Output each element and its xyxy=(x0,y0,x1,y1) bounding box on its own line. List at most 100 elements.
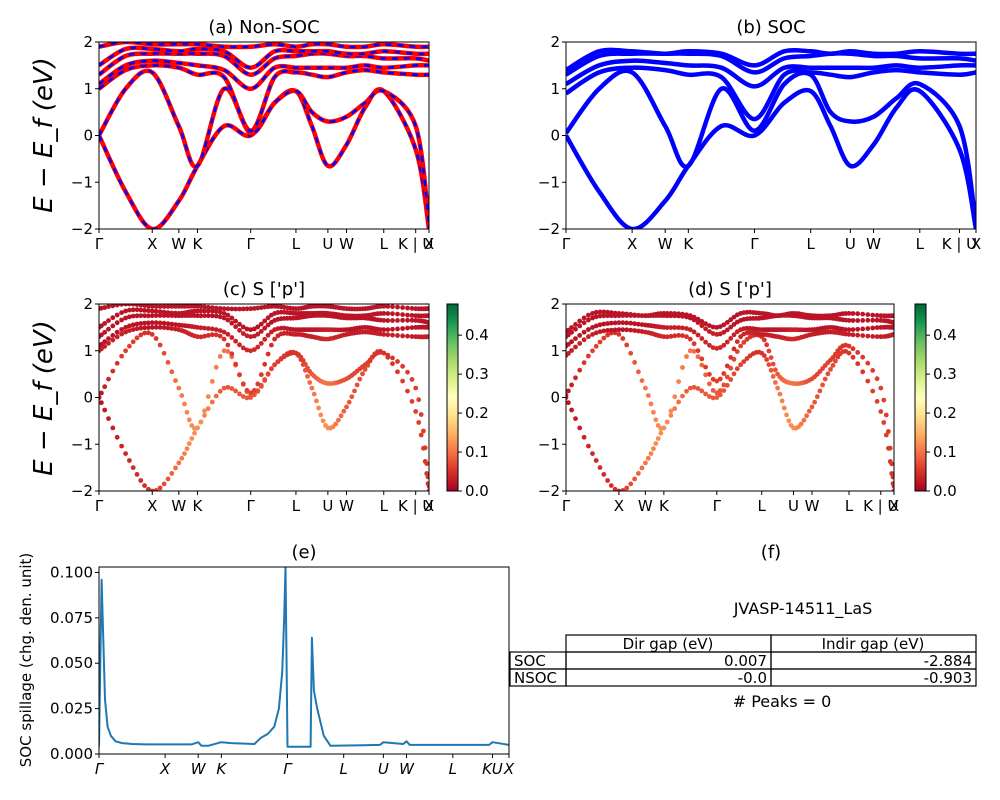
point-c-0-99 xyxy=(416,420,422,425)
xtick-label-b-9: K | U xyxy=(942,235,977,253)
point-d-0-18 xyxy=(632,476,637,482)
table-row-soc-dir-gap: 0.007 xyxy=(724,652,767,670)
xtick-label-d-8: L xyxy=(845,497,854,515)
point-c-3-37 xyxy=(229,335,235,340)
point-d-4-42 xyxy=(714,332,720,337)
point-d-0-13 xyxy=(612,486,618,491)
point-d-2-92 xyxy=(850,332,856,338)
point-c-3-29 xyxy=(198,325,204,331)
point-d-5-95 xyxy=(865,312,871,317)
band-soc-5 xyxy=(566,47,976,73)
point-c-4-30 xyxy=(202,313,207,319)
point-d-3-95 xyxy=(865,326,871,331)
point-d-1-30 xyxy=(668,408,674,414)
point-d-2-29 xyxy=(664,334,670,340)
point-c-0-97 xyxy=(409,399,415,404)
point-c-1-98 xyxy=(413,385,419,391)
point-c-0-19 xyxy=(169,471,175,476)
point-c-2-48 xyxy=(269,342,274,348)
point-d-3-5 xyxy=(581,329,587,335)
point-d-0-32 xyxy=(676,399,681,405)
point-c-5-94 xyxy=(395,311,400,317)
point-c-5-91 xyxy=(381,311,387,316)
point-d-1-15 xyxy=(620,336,626,341)
point-c-3-19 xyxy=(169,321,175,327)
point-c-3-2 xyxy=(102,339,108,345)
point-d-4-8 xyxy=(593,314,599,320)
point-c-5-28 xyxy=(195,308,200,314)
point-c-1-23 xyxy=(182,401,187,407)
point-c-3-92 xyxy=(385,327,391,332)
point-c-0-22 xyxy=(179,455,185,461)
xtick-label-e-7: W xyxy=(399,760,415,778)
point-c-4-35 xyxy=(221,315,227,321)
ylabel-top: E − E_f (eV) xyxy=(29,57,59,213)
point-d-0-21 xyxy=(643,460,648,466)
point-d-2-3 xyxy=(573,344,578,350)
point-c-6-7 xyxy=(123,304,128,307)
point-c-6-43 xyxy=(251,306,257,311)
point-d-3-41 xyxy=(710,345,716,350)
point-c-1-28 xyxy=(195,425,200,431)
point-d-1-5 xyxy=(581,360,587,366)
point-c-1-2 xyxy=(102,384,108,390)
ytick-label-d-1: −1 xyxy=(538,435,560,453)
point-d-0-51 xyxy=(744,356,750,361)
xtick-label-c-10: X xyxy=(424,497,434,515)
point-c-5-97 xyxy=(409,313,415,318)
point-c-3-31 xyxy=(205,326,211,331)
xtick-label-b-8: L xyxy=(916,235,925,253)
point-d-5-11 xyxy=(605,309,610,315)
point-d-5-18 xyxy=(632,312,637,318)
xtick-label-b-2: W xyxy=(658,235,673,253)
point-c-5-34 xyxy=(217,309,223,315)
point-d-1-0 xyxy=(566,392,569,398)
point-c-1-19 xyxy=(169,369,175,375)
point-d-3-29 xyxy=(664,325,670,330)
ytick-label-d-3: 1 xyxy=(550,342,560,360)
point-d-1-2 xyxy=(569,382,574,388)
point-d-0-77 xyxy=(809,404,815,410)
point-d-4-45 xyxy=(724,327,730,333)
axes-frame-e xyxy=(98,566,510,755)
point-c-1-22 xyxy=(179,393,185,398)
point-c-3-16 xyxy=(157,320,163,326)
point-c-0-35 xyxy=(221,385,227,391)
point-c-2-47 xyxy=(265,351,271,357)
point-d-1-96 xyxy=(870,368,876,373)
point-d-0-36 xyxy=(691,384,697,390)
point-c-3-4 xyxy=(110,333,116,338)
point-d-3-15 xyxy=(620,320,626,326)
point-c-5-19 xyxy=(169,310,175,316)
xtick-label-c-9: K | U xyxy=(398,497,433,515)
point-c-1-100 xyxy=(418,412,424,417)
point-c-1-5 xyxy=(114,360,120,366)
point-d-1-16 xyxy=(624,342,630,348)
table-header-dir-gap: Dir gap (eV) xyxy=(623,635,714,653)
point-d-4-39 xyxy=(703,326,708,332)
point-c-1-34 xyxy=(217,354,223,359)
point-c-1-101 xyxy=(421,428,426,434)
point-c-6-95 xyxy=(400,305,405,310)
point-c-6-97 xyxy=(409,306,415,311)
point-c-3-18 xyxy=(165,321,171,327)
point-d-2-45 xyxy=(724,363,730,369)
point-d-0-85 xyxy=(830,363,836,368)
point-c-0-30 xyxy=(202,413,207,418)
colorbar-tick-label-c-4: 0.4 xyxy=(465,326,489,344)
ylabel-middle: E − E_f (eV) xyxy=(29,320,59,476)
point-d-1-92 xyxy=(850,346,856,352)
point-d-2-18 xyxy=(632,328,637,333)
point-d-0-97 xyxy=(874,399,880,404)
point-c-5-32 xyxy=(209,308,215,314)
point-c-4-92 xyxy=(385,318,391,323)
point-d-0-75 xyxy=(804,413,809,419)
point-c-4-46 xyxy=(262,325,268,331)
point-c-5-31 xyxy=(205,308,211,314)
point-c-1-1 xyxy=(99,390,104,396)
point-d-0-76 xyxy=(806,408,812,414)
xtick-label-a-2: W xyxy=(171,235,186,253)
point-c-6-37 xyxy=(229,306,235,312)
xtick-label-d-0: Γ xyxy=(562,497,571,515)
point-d-3-39 xyxy=(703,339,708,345)
